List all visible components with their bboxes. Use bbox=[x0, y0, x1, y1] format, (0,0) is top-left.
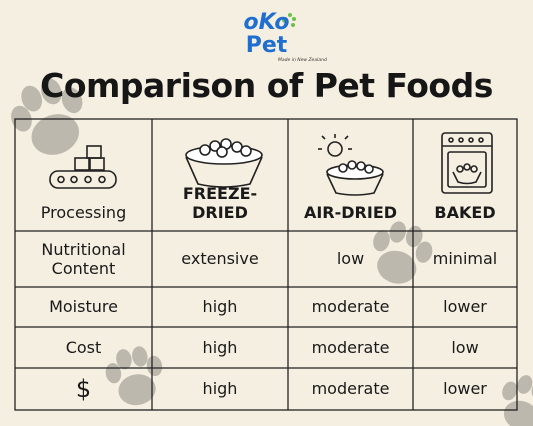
table-cell: moderate bbox=[311, 297, 390, 317]
logo-paw bbox=[282, 13, 296, 27]
table-cell: high bbox=[202, 297, 238, 317]
table-cell: lower bbox=[443, 297, 487, 317]
table-cell: moderate bbox=[311, 379, 390, 399]
table-cell: minimal bbox=[432, 249, 498, 269]
bowl-icon bbox=[185, 138, 263, 188]
logo-text: oKo bbox=[243, 10, 290, 35]
title: Comparison of Pet Foods bbox=[40, 66, 493, 105]
conveyor-icon bbox=[49, 145, 117, 189]
table-cell: high bbox=[202, 337, 238, 357]
header-cell: AIR-DRIED bbox=[303, 202, 398, 222]
logo-text: Pet bbox=[245, 33, 288, 58]
row-label: Nutritional Content bbox=[41, 239, 126, 278]
table-cell: low bbox=[336, 249, 365, 269]
row-label: $ bbox=[75, 374, 92, 403]
oven-icon bbox=[441, 132, 493, 194]
header-cell: Processing bbox=[40, 202, 127, 222]
table-cell: extensive bbox=[181, 249, 259, 269]
table-grid bbox=[14, 118, 518, 411]
row-label: Moisture bbox=[49, 297, 118, 317]
header-cell: BAKED bbox=[434, 202, 496, 222]
row-label: Cost bbox=[65, 337, 102, 357]
table-cell: high bbox=[202, 379, 238, 399]
table-cell: lower bbox=[443, 379, 487, 399]
logo-tagline: Made in New Zealand bbox=[278, 58, 327, 63]
table-cell: low bbox=[451, 337, 479, 357]
sun-bowl-icon bbox=[318, 134, 384, 196]
header-cell: FREEZE-DRIED bbox=[182, 183, 258, 222]
table-cell: moderate bbox=[311, 337, 390, 357]
